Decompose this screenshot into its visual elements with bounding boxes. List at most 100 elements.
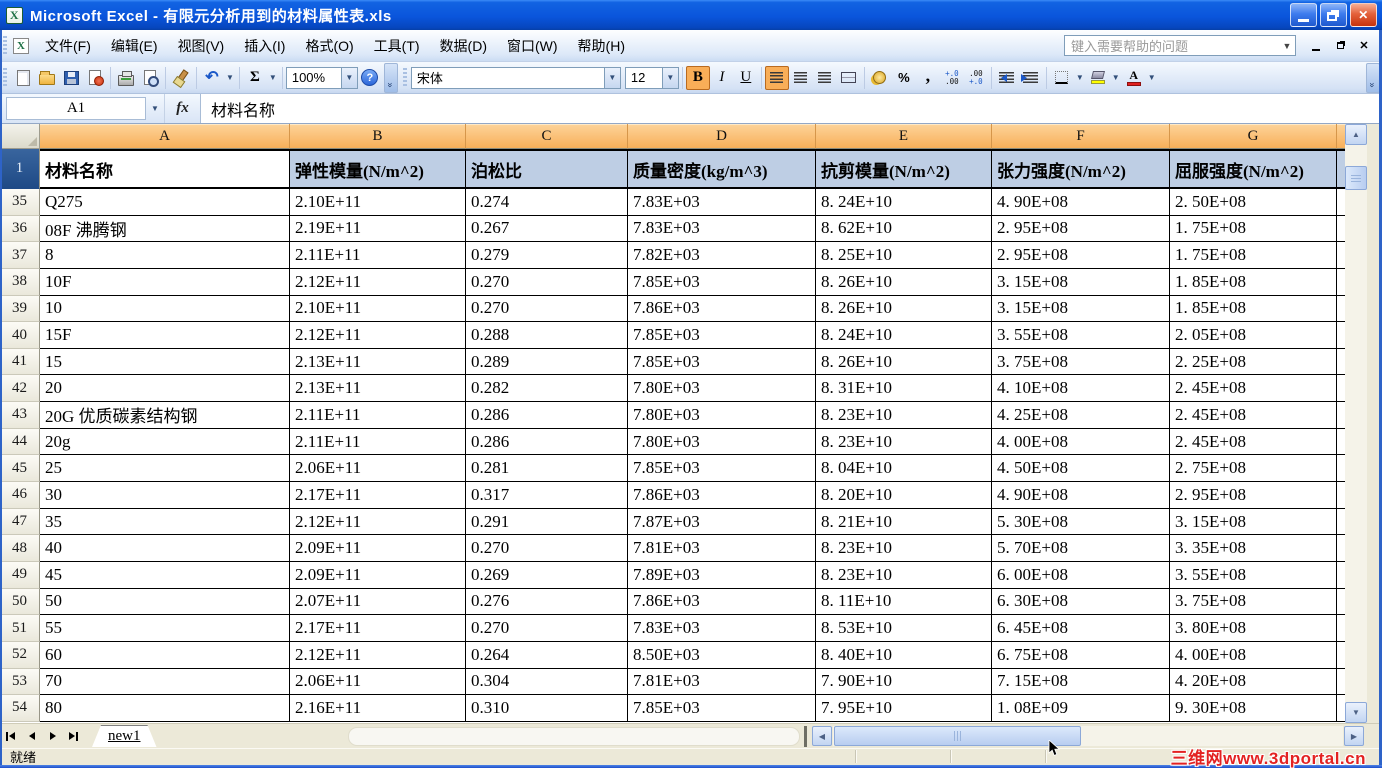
fill-color-button[interactable] (1086, 66, 1110, 90)
cell[interactable]: 20G 优质碳素结构钢 (40, 402, 290, 429)
cell[interactable]: 10F (40, 268, 290, 296)
cell[interactable]: 4. 20E+08 (1170, 668, 1337, 696)
menu-item-3[interactable]: 插入(I) (244, 37, 286, 54)
cell[interactable]: 35 (40, 508, 290, 536)
cell[interactable]: Q275 (40, 189, 290, 216)
cell[interactable]: 0.310 (466, 695, 628, 722)
row-header-43[interactable]: 43 (0, 402, 40, 429)
cell[interactable]: 0.270 (466, 268, 628, 296)
cell[interactable]: 7.82E+03 (628, 242, 816, 269)
scroll-up-button[interactable]: ▲ (1345, 124, 1367, 145)
cell[interactable]: 2.16E+11 (290, 695, 466, 722)
row-header-53[interactable]: 53 (0, 668, 40, 696)
cell[interactable]: 5. 30E+08 (992, 508, 1170, 536)
cell[interactable]: 2.12E+11 (290, 322, 466, 349)
cell[interactable]: 1. 08E+09 (992, 695, 1170, 722)
cell[interactable]: 0.288 (466, 322, 628, 349)
cell[interactable]: 2.13E+11 (290, 375, 466, 403)
menu-item-7[interactable]: 窗口(W) (507, 37, 558, 54)
title-bar[interactable]: X Microsoft Excel - 有限元分析用到的材料属性表.xls ✕ (0, 0, 1382, 30)
cell[interactable]: 4. 90E+08 (992, 482, 1170, 509)
cell[interactable]: 2. 95E+08 (1170, 482, 1337, 509)
align-left-button[interactable] (764, 65, 789, 90)
cell[interactable]: 8 (40, 242, 290, 269)
cell[interactable]: 8. 11E+10 (816, 588, 992, 616)
cell[interactable]: 2.13E+11 (290, 348, 466, 376)
row-header-42[interactable]: 42 (0, 375, 40, 403)
cell[interactable]: 1. 85E+08 (1170, 295, 1337, 323)
menubar-drag-handle[interactable] (3, 35, 7, 56)
row-header-46[interactable]: 46 (0, 482, 40, 509)
cell[interactable]: 8. 31E+10 (816, 375, 992, 403)
cell[interactable]: 3. 80E+08 (1170, 615, 1337, 642)
cell[interactable]: 7.80E+03 (628, 428, 816, 456)
cell[interactable]: 8. 26E+10 (816, 295, 992, 323)
cell[interactable]: 抗剪模量(N/m^2) (816, 149, 992, 189)
cell[interactable]: 6. 30E+08 (992, 588, 1170, 616)
menu-item-4[interactable]: 格式(O) (305, 37, 354, 54)
menu-item-1[interactable]: 编辑(E) (110, 37, 158, 54)
row-header-52[interactable]: 52 (0, 641, 40, 669)
bold-button[interactable]: B (685, 65, 710, 90)
cell[interactable]: 3. 15E+08 (992, 295, 1170, 323)
chevron-down-icon[interactable]: ▼ (661, 67, 678, 88)
cell[interactable]: 8. 23E+10 (816, 561, 992, 589)
name-box[interactable]: A1 (6, 97, 146, 120)
cell[interactable]: 8. 53E+10 (816, 615, 992, 642)
cell[interactable]: 2.17E+11 (290, 482, 466, 509)
cell[interactable]: 2. 45E+08 (1170, 375, 1337, 403)
close-button[interactable]: ✕ (1350, 3, 1377, 27)
cell[interactable]: 2. 45E+08 (1170, 402, 1337, 429)
cell[interactable]: 7.83E+03 (628, 615, 816, 642)
cell[interactable]: 7.89E+03 (628, 561, 816, 589)
cell[interactable]: 55 (40, 615, 290, 642)
cell[interactable]: 4. 00E+08 (992, 428, 1170, 456)
cell[interactable]: 8. 21E+10 (816, 508, 992, 536)
next-sheet-button[interactable] (42, 726, 63, 746)
name-box-dropdown[interactable]: ▼ (151, 104, 159, 113)
autosum-dropdown[interactable]: ▼ (268, 73, 277, 82)
cell[interactable]: 3. 55E+08 (1170, 561, 1337, 589)
row-header-35[interactable]: 35 (0, 189, 40, 216)
cell[interactable]: 20 (40, 375, 290, 403)
vertical-scroll-thumb[interactable] (1345, 166, 1367, 190)
save-button[interactable] (59, 66, 83, 90)
cell[interactable]: 0.274 (466, 189, 628, 216)
doc-close-button[interactable]: ✕ (1359, 40, 1369, 52)
chevron-down-icon[interactable]: ▼ (1282, 40, 1292, 51)
cell[interactable]: 3. 15E+08 (992, 268, 1170, 296)
font-name-combobox[interactable]: 宋体 ▼ (410, 66, 621, 89)
cell[interactable]: 40 (40, 535, 290, 562)
doc-restore-button[interactable] (1330, 37, 1350, 55)
cell[interactable]: 7.83E+03 (628, 215, 816, 243)
cell[interactable]: 3. 55E+08 (992, 322, 1170, 349)
row-header-36[interactable]: 36 (0, 215, 40, 243)
column-header-D[interactable]: D (628, 124, 816, 149)
format-toolbar-drag-handle[interactable] (402, 67, 407, 88)
cell[interactable]: 7.81E+03 (628, 535, 816, 562)
row-header-45[interactable]: 45 (0, 455, 40, 483)
cell[interactable]: 2.11E+11 (290, 402, 466, 429)
toolbar-drag-handle[interactable] (3, 67, 7, 88)
cell[interactable]: 0.264 (466, 641, 628, 669)
cell[interactable]: 45 (40, 561, 290, 589)
italic-button[interactable]: I (710, 66, 734, 90)
cell[interactable]: 2.12E+11 (290, 641, 466, 669)
cell[interactable]: 7.85E+03 (628, 455, 816, 483)
row-header-51[interactable]: 51 (0, 615, 40, 642)
formula-input[interactable]: 材料名称 (200, 94, 1382, 123)
doc-minimize-button[interactable] (1306, 37, 1326, 55)
underline-button[interactable]: U (734, 66, 758, 90)
chevron-down-icon[interactable]: ▼ (603, 67, 620, 88)
cell[interactable]: 7.86E+03 (628, 482, 816, 509)
currency-style-button[interactable] (868, 66, 892, 90)
menu-item-6[interactable]: 数据(D) (439, 37, 487, 54)
row-header-1[interactable]: 1 (0, 149, 40, 189)
cell[interactable]: 4. 00E+08 (1170, 641, 1337, 669)
print-button[interactable] (114, 66, 138, 90)
row-header-40[interactable]: 40 (0, 322, 40, 349)
autosum-button[interactable]: Σ (243, 66, 267, 90)
cell[interactable]: 0.291 (466, 508, 628, 536)
row-header-37[interactable]: 37 (0, 242, 40, 269)
chevron-down-icon[interactable]: ▼ (340, 67, 357, 88)
